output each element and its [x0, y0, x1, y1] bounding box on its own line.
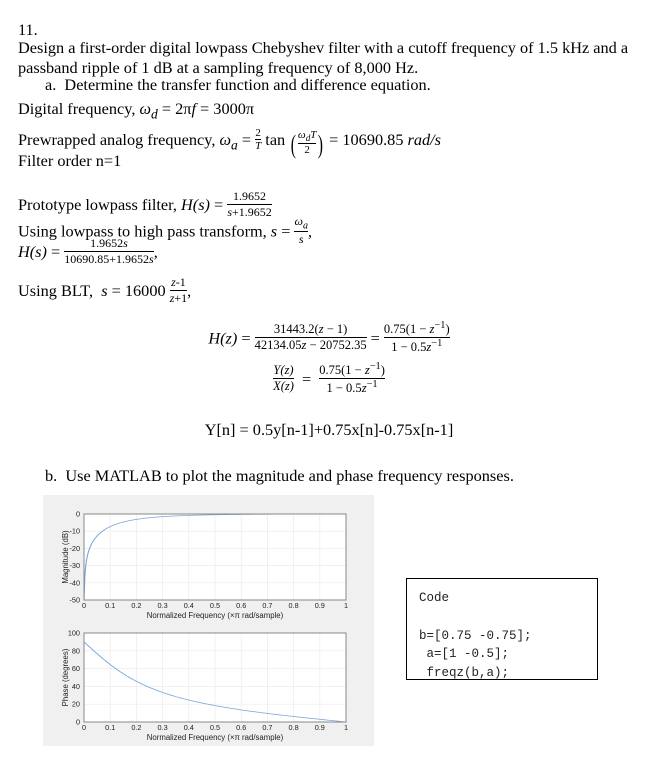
svg-text:0.7: 0.7 — [262, 723, 272, 732]
svg-text:Magnitude (dB): Magnitude (dB) — [61, 530, 70, 584]
svg-text:-40: -40 — [69, 578, 80, 587]
svg-text:1: 1 — [344, 723, 348, 732]
svg-text:0: 0 — [76, 718, 80, 727]
svg-text:0: 0 — [82, 601, 86, 610]
svg-text:0.9: 0.9 — [315, 723, 325, 732]
svg-text:0.9: 0.9 — [315, 601, 325, 610]
svg-text:0.7: 0.7 — [262, 601, 272, 610]
svg-text:-10: -10 — [69, 527, 80, 536]
svg-text:-20: -20 — [69, 544, 80, 553]
svg-text:0.1: 0.1 — [105, 601, 115, 610]
svg-text:Phase (degrees): Phase (degrees) — [61, 648, 70, 706]
svg-text:40: 40 — [72, 682, 80, 691]
svg-text:-50: -50 — [69, 596, 80, 605]
svg-text:0.3: 0.3 — [158, 723, 168, 732]
svg-text:0: 0 — [82, 723, 86, 732]
svg-text:0.8: 0.8 — [289, 723, 299, 732]
svg-text:0.2: 0.2 — [131, 601, 141, 610]
svg-text:Normalized Frequency (×π rad/: Normalized Frequency (×π rad/sample) — [147, 611, 284, 620]
svg-text:0.4: 0.4 — [184, 601, 194, 610]
svg-text:0.6: 0.6 — [236, 723, 246, 732]
svg-text:Normalized Frequency (×π rad/: Normalized Frequency (×π rad/sample) — [147, 733, 284, 742]
svg-text:60: 60 — [72, 664, 80, 673]
svg-text:-30: -30 — [69, 561, 80, 570]
svg-text:0.4: 0.4 — [184, 723, 194, 732]
svg-text:80: 80 — [72, 646, 80, 655]
svg-text:0.2: 0.2 — [131, 723, 141, 732]
svg-text:20: 20 — [72, 700, 80, 709]
svg-text:1: 1 — [344, 601, 348, 610]
svg-text:0.3: 0.3 — [158, 601, 168, 610]
svg-text:0.5: 0.5 — [210, 723, 220, 732]
svg-text:0.1: 0.1 — [105, 723, 115, 732]
svg-text:0.8: 0.8 — [289, 601, 299, 610]
svg-text:0: 0 — [76, 510, 80, 519]
svg-text:0.5: 0.5 — [210, 601, 220, 610]
svg-text:100: 100 — [68, 629, 80, 638]
svg-text:0.6: 0.6 — [236, 601, 246, 610]
